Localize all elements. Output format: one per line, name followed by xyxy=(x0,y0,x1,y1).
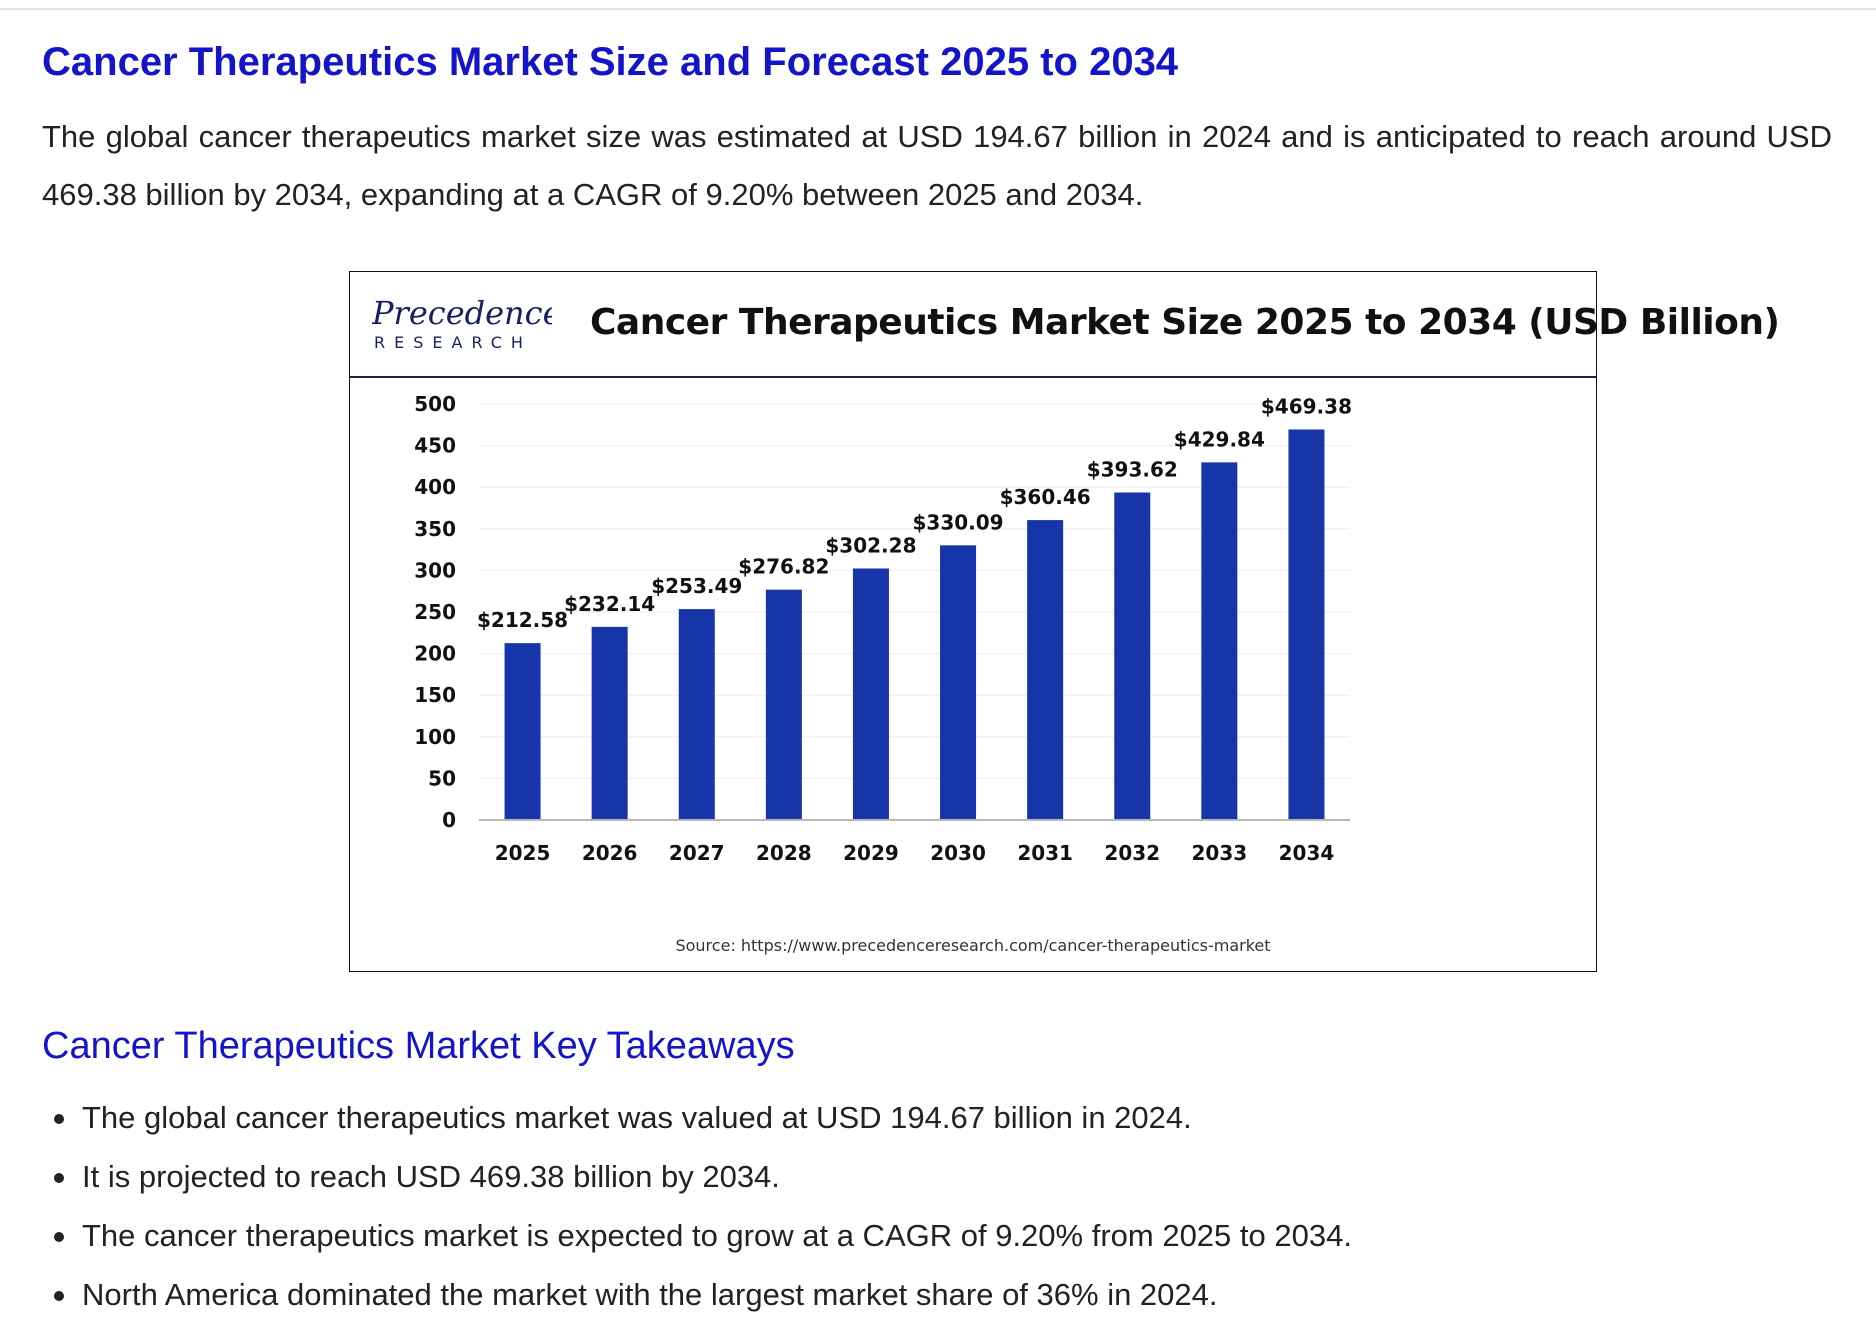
list-item: It is projected to reach USD 469.38 bill… xyxy=(42,1149,1352,1208)
bar xyxy=(1201,462,1238,820)
data-label: $276.82 xyxy=(738,555,829,579)
bar xyxy=(940,545,977,820)
bar xyxy=(678,609,715,820)
bar xyxy=(765,589,802,820)
y-axis-ticks: 0 50 100 150 200 250 300 350 400 450 500 xyxy=(414,392,456,832)
x-tick-label: 2029 xyxy=(843,841,899,865)
figure-header: Precedence RESEARCH Cancer Therapeutics … xyxy=(350,272,1780,378)
takeaway-text: The cancer therapeutics market is expect… xyxy=(82,1218,1352,1253)
logo-line1: Precedence xyxy=(372,294,552,332)
data-label: $469.38 xyxy=(1261,394,1352,418)
takeaway-text: North America dominated the market with … xyxy=(82,1277,1218,1312)
y-tick-label: 0 xyxy=(442,808,456,832)
data-label: $330.09 xyxy=(913,510,1004,534)
bar xyxy=(852,568,889,820)
y-tick-label: 150 xyxy=(414,683,456,707)
data-label: $429.84 xyxy=(1174,427,1265,451)
y-tick-label: 300 xyxy=(414,558,456,582)
page-title: Cancer Therapeutics Market Size and Fore… xyxy=(42,40,1179,84)
y-tick-label: 50 xyxy=(428,766,456,790)
y-tick-label: 100 xyxy=(414,725,456,749)
takeaway-text: It is projected to reach USD 469.38 bill… xyxy=(82,1159,780,1194)
list-item: The global cancer therapeutics market wa… xyxy=(42,1090,1352,1149)
x-tick-label: 2030 xyxy=(930,841,986,865)
x-axis-ticks: 2025 2026 2027 2028 2029 2030 2031 2032 2033 2034 xyxy=(495,841,1335,865)
bar xyxy=(591,626,628,820)
bar xyxy=(1027,520,1064,820)
x-tick-label: 2027 xyxy=(669,841,725,865)
x-tick-label: 2034 xyxy=(1279,841,1335,865)
x-tick-label: 2031 xyxy=(1017,841,1073,865)
data-label: $360.46 xyxy=(1000,485,1091,509)
list-item: North America dominated the market with … xyxy=(42,1267,1352,1326)
y-tick-label: 350 xyxy=(414,517,456,541)
logo-line2: RESEARCH xyxy=(374,333,532,352)
data-labels: $212.58$232.14$253.49$276.82$302.28$330.… xyxy=(477,394,1352,632)
chart-title: Cancer Therapeutics Market Size 2025 to … xyxy=(590,302,1780,343)
bar xyxy=(1288,429,1325,820)
data-label: $393.62 xyxy=(1087,458,1178,482)
x-tick-label: 2026 xyxy=(582,841,638,865)
y-tick-label: 450 xyxy=(414,434,456,458)
y-tick-label: 250 xyxy=(414,600,456,624)
data-label: $212.58 xyxy=(477,608,568,632)
market-chart-figure: Precedence RESEARCH Cancer Therapeutics … xyxy=(349,271,1780,972)
takeaway-text: The global cancer therapeutics market wa… xyxy=(82,1100,1192,1135)
data-label: $232.14 xyxy=(564,592,655,616)
x-tick-label: 2032 xyxy=(1104,841,1160,865)
bars xyxy=(504,429,1325,820)
y-tick-label: 200 xyxy=(414,642,456,666)
bar xyxy=(1114,492,1151,820)
data-label: $302.28 xyxy=(825,534,916,558)
chart-source: Source: https://www.precedenceresearch.c… xyxy=(675,936,1271,955)
list-item: The cancer therapeutics market is expect… xyxy=(42,1208,1352,1267)
takeaways-list: The global cancer therapeutics market wa… xyxy=(42,1090,1352,1326)
bar xyxy=(504,643,541,820)
y-tick-label: 400 xyxy=(414,475,456,499)
bullet-icon xyxy=(54,1173,64,1183)
precedence-research-logo: Precedence RESEARCH xyxy=(372,294,552,352)
top-divider xyxy=(0,8,1876,10)
intro-paragraph: The global cancer therapeutics market si… xyxy=(42,119,1832,212)
y-tick-label: 500 xyxy=(414,392,456,416)
x-tick-label: 2025 xyxy=(495,841,551,865)
x-tick-label: 2033 xyxy=(1192,841,1248,865)
bullet-icon xyxy=(54,1232,64,1242)
data-label: $253.49 xyxy=(651,574,742,598)
bullet-icon xyxy=(54,1291,64,1301)
x-tick-label: 2028 xyxy=(756,841,812,865)
takeaways-title: Cancer Therapeutics Market Key Takeaways xyxy=(42,1025,795,1067)
bullet-icon xyxy=(54,1114,64,1124)
